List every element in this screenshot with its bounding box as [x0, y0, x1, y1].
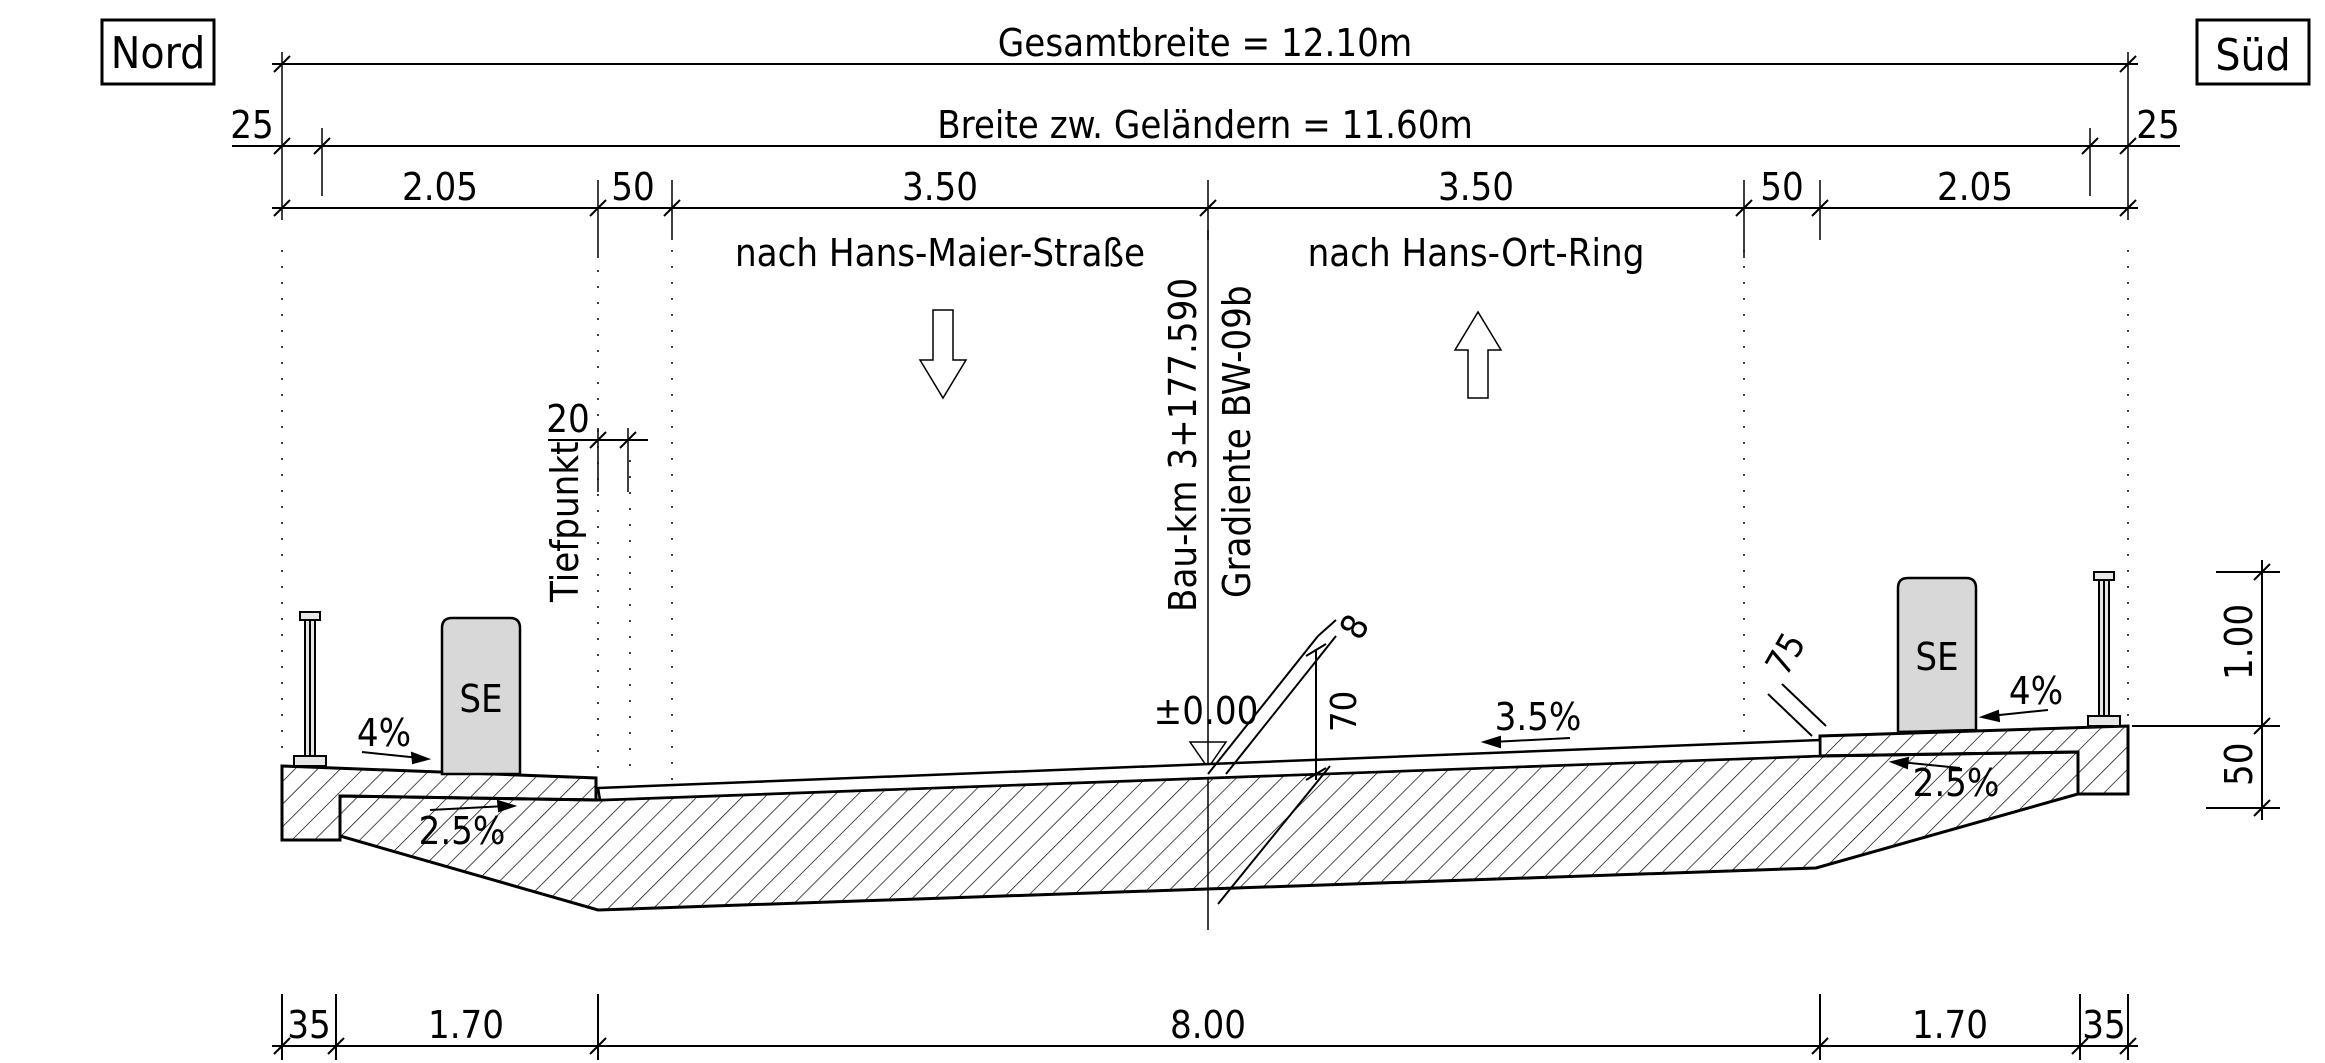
se-right-label: SE — [1915, 635, 1958, 679]
edge-left-label: 25 — [230, 103, 274, 147]
slope-left-walkway: 4% — [357, 711, 411, 755]
curb-height-label: 75 — [1758, 626, 1814, 682]
railing-width-label: Breite zw. Geländern = 11.60m — [937, 103, 1473, 147]
bottom-dimension-chain — [272, 994, 2138, 1060]
south-label: Süd — [2215, 30, 2290, 81]
height-dimension — [2132, 560, 2280, 820]
gradient-label: Gradiente BW-09b — [1215, 285, 1259, 598]
bottom-seg-5: 35 — [2082, 1003, 2126, 1047]
station-label: Bau-km 3+177.590 — [1161, 278, 1205, 612]
low-point-offset-label: 20 — [546, 397, 590, 441]
bridge-deck-section — [280, 724, 2130, 912]
slope-right-underside: 2.5% — [1913, 761, 2000, 805]
curb-dimension — [1767, 683, 1827, 737]
arrow-down-icon — [918, 309, 968, 400]
top-dimension-chain — [232, 52, 2180, 258]
top-seg-6: 2.05 — [1937, 165, 2013, 209]
lane-left-label: nach Hans-Maier-Straße — [735, 231, 1145, 275]
bottom-seg-4: 1.70 — [1912, 1003, 1988, 1047]
bottom-seg-3: 8.00 — [1170, 1003, 1246, 1047]
slope-right-walkway: 4% — [2009, 669, 2063, 713]
edge-right-label: 25 — [2136, 103, 2180, 147]
surface-thickness-label: 8 — [1332, 608, 1378, 646]
se-left-label: SE — [459, 677, 502, 721]
level-marker-icon — [1188, 741, 1228, 770]
slope-deck: 3.5% — [1495, 695, 1582, 739]
top-seg-3: 3.50 — [902, 165, 978, 209]
height-lower-label: 50 — [2217, 743, 2261, 787]
bottom-seg-1: 35 — [287, 1003, 331, 1047]
top-seg-5: 50 — [1760, 165, 1804, 209]
structure-depth-label: 70 — [1324, 691, 1365, 732]
north-label-box: Nord — [100, 18, 216, 86]
slope-left-underside: 2.5% — [419, 809, 506, 853]
deck-surface — [596, 738, 1822, 802]
top-seg-1: 2.05 — [402, 165, 478, 209]
height-upper-label: 1.00 — [2217, 604, 2261, 680]
lane-right-label: nach Hans-Ort-Ring — [1308, 231, 1645, 275]
arrow-up-icon — [1453, 310, 1503, 399]
bottom-seg-2: 1.70 — [428, 1003, 504, 1047]
reference-level-label: ±0.00 — [1154, 689, 1259, 733]
se-block-right — [1896, 576, 1978, 734]
low-point-label: Tiefpunkt — [543, 441, 587, 603]
left-cap — [280, 764, 598, 842]
right-railing — [2087, 571, 2121, 727]
left-railing — [293, 611, 327, 767]
slope-arrows — [361, 709, 2049, 813]
center-thickness-dimension — [1207, 619, 1337, 905]
top-seg-2: 50 — [611, 165, 655, 209]
total-width-label: Gesamtbreite = 12.10m — [998, 21, 1412, 65]
low-point-dimension — [548, 428, 648, 492]
north-label: Nord — [111, 28, 205, 79]
top-seg-4: 3.50 — [1438, 165, 1514, 209]
se-block-left — [440, 616, 522, 776]
south-label-box: Süd — [2195, 18, 2311, 86]
